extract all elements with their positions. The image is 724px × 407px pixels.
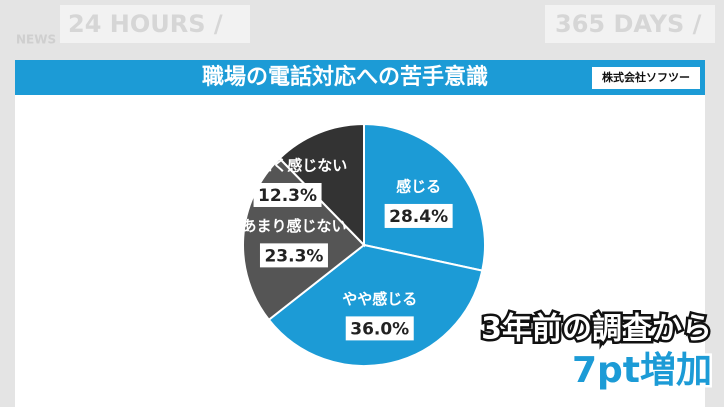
value-label-box [259,243,328,268]
bg-panel [60,5,250,43]
value-label: 23.3% [264,246,323,266]
value-label: 36.0% [350,319,409,339]
pie-slice [278,122,365,248]
value-label-box [253,182,322,207]
pie-slice [363,122,486,272]
source-box [592,67,700,89]
value-label-box [345,316,414,341]
slice-label: やや感じる [342,290,417,308]
bg-panel [545,5,715,43]
title-bar [15,60,705,95]
bg-text: 365 DAYS / [555,10,702,38]
value-label-box [384,203,453,228]
chart-title: 職場の電話対応への苦手意識 [202,64,488,90]
value-label: 12.3% [258,186,317,206]
slice-label: あまり感じない [241,217,346,235]
pie-slice [267,243,484,367]
slice-label: まったく感じない [228,156,347,174]
value-label: 28.4% [389,207,448,227]
source: 株式会社ソフツー [602,70,690,84]
bg-text: 24 HOURS / [68,10,223,38]
slice-label: 感じる [396,177,441,195]
annotation: 7pt増加 [572,350,712,391]
bg-text: NEWS [16,33,56,47]
annotation: 3年前の調査から [481,312,712,347]
